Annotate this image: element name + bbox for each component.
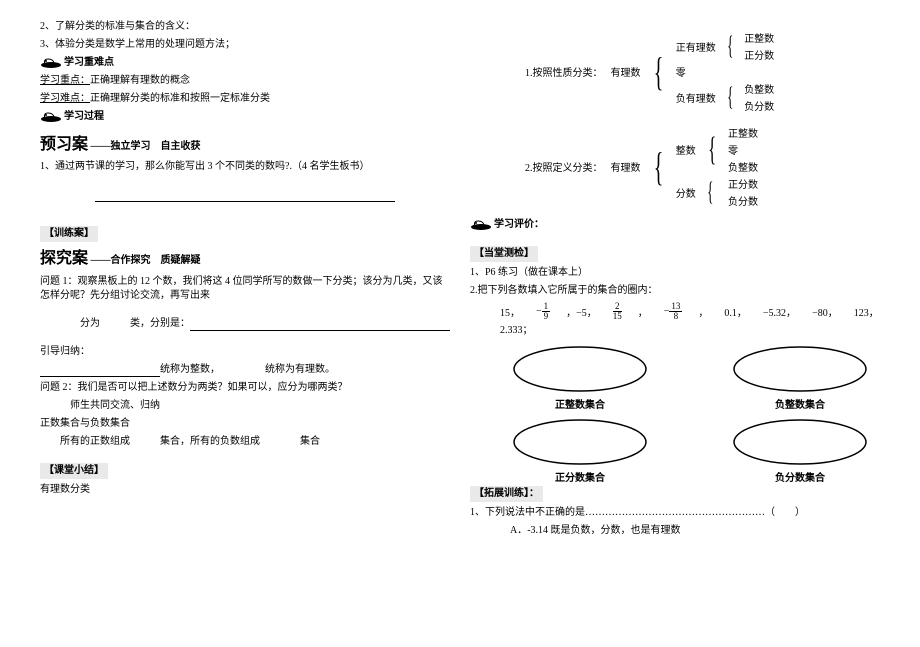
c2-a1: 正整数 bbox=[725, 125, 761, 140]
ext1a: A．-3.14 既是负数，分数，也是有理数 bbox=[470, 524, 880, 538]
num: ，−5， bbox=[566, 304, 597, 319]
explore-title: 探究案 bbox=[40, 250, 88, 267]
num: 215 bbox=[613, 302, 622, 321]
c2-root: 有理数 bbox=[608, 125, 644, 208]
c2-b2: 负分数 bbox=[725, 193, 761, 208]
t1: 1、P6 练习（做在课本上） bbox=[470, 266, 880, 280]
q1-sub: 分为 类，分别是： bbox=[40, 317, 450, 331]
summary-box: 【课堂小结】 bbox=[40, 463, 450, 479]
c1-c2: 负分数 bbox=[741, 98, 777, 113]
hard-label: 学习难点： bbox=[40, 93, 90, 104]
number-list: 15， −19 ，−5， 215 ， −138 ， 0.1， −5.32， −8… bbox=[500, 302, 880, 336]
key-line: 学习重点：正确理解有理数的概念 bbox=[40, 74, 450, 88]
focus-text: 学习重难点 bbox=[64, 56, 114, 70]
eval-text: 学习评价： bbox=[494, 218, 544, 232]
num: −5.32， bbox=[763, 304, 796, 319]
c1-label: 1.按照性质分类： bbox=[522, 30, 606, 113]
num: −138 bbox=[664, 302, 683, 321]
text: 3、体验分类是数学上常用的处理问题方法； bbox=[40, 38, 450, 52]
key-label: 学习重点： bbox=[40, 75, 90, 86]
preview-sub: ——独立学习 自主收获 bbox=[91, 141, 201, 152]
t2: 2.把下列各数填入它所属于的集合的圈内： bbox=[470, 284, 880, 298]
ext-box-text: 【拓展训练】： bbox=[470, 486, 543, 502]
preview-title: 预习案 bbox=[40, 136, 88, 153]
q2d: 所有的正数组成 集合，所有的负数组成 集合 bbox=[40, 435, 450, 449]
q2b: 师生共同交流、归纳 bbox=[40, 399, 450, 413]
set-row-2: 正分数集合 负分数集合 bbox=[510, 417, 880, 484]
class-tree-2: 2.按照定义分类： 有理数 { 整数 { 正整数 零 负整数 分数 { 正分数 … bbox=[520, 123, 763, 210]
c1-a2: 正分数 bbox=[741, 47, 777, 62]
set-negfrac: 负分数集合 bbox=[730, 417, 870, 484]
process-heading: 学习过程 bbox=[40, 110, 104, 124]
left-column: 2、了解分类的标准与集合的含义： 3、体验分类是数学上常用的处理问题方法； 学习… bbox=[30, 20, 460, 627]
set3-label: 正分数集合 bbox=[555, 469, 605, 484]
set-posint: 正整数集合 bbox=[510, 344, 650, 411]
set-posfrac: 正分数集合 bbox=[510, 417, 650, 484]
hard-text: 正确理解分类的标准和按照一定标准分类 bbox=[90, 93, 270, 104]
test-box-text: 【当堂测检】 bbox=[470, 246, 538, 262]
num: 2.333； bbox=[500, 321, 533, 336]
c1-root: 有理数 bbox=[608, 30, 644, 113]
num: 0.1， bbox=[724, 304, 747, 319]
blank-line bbox=[40, 188, 450, 202]
set-row-1: 正整数集合 负整数集合 bbox=[510, 344, 880, 411]
c1-a: 正有理数 bbox=[673, 30, 719, 62]
train-box-text: 【训练案】 bbox=[40, 226, 98, 242]
c2-b1: 正分数 bbox=[725, 176, 761, 191]
num: −19 bbox=[536, 302, 550, 321]
c2-b: 分数 bbox=[673, 176, 699, 208]
q1: 问题 1：观察黑板上的 12 个数，我们将这 4 位同学所写的数做一下分类；该分… bbox=[40, 275, 450, 303]
induce-label: 引导归纳： bbox=[40, 345, 450, 359]
preview-heading: 预习案 ——独立学习 自主收获 bbox=[40, 134, 450, 156]
summary-box-text: 【课堂小结】 bbox=[40, 463, 108, 479]
explore-heading: 探究案 ——合作探究 质疑解疑 bbox=[40, 248, 450, 270]
hard-line: 学习难点：正确理解分类的标准和按照一定标准分类 bbox=[40, 92, 450, 106]
test-box: 【当堂测检】 bbox=[470, 246, 880, 262]
set-negint: 负整数集合 bbox=[730, 344, 870, 411]
ext1: 1、下列说法中不正确的是………………………………………………（ ） bbox=[470, 506, 880, 520]
num: ， bbox=[698, 304, 708, 319]
summary: 有理数分类 bbox=[40, 483, 450, 497]
c2-label: 2.按照定义分类： bbox=[522, 125, 606, 208]
text: 2、了解分类的标准与集合的含义： bbox=[40, 20, 450, 34]
ext-box: 【拓展训练】： bbox=[470, 486, 880, 502]
c1-c: 负有理数 bbox=[673, 81, 719, 113]
preview-q1: 1、通过两节课的学习，那么你能写出 3 个不同类的数吗?.（4 名学生板书） bbox=[40, 160, 450, 174]
induce-text: 统称为整数， 统称为有理数。 bbox=[160, 364, 335, 375]
c2-a: 整数 bbox=[673, 125, 699, 174]
q2c: 正数集合与负数集合 bbox=[40, 417, 450, 431]
q2a: 问题 2：我们是否可以把上述数分为两类？如果可以，应分为哪两类？ bbox=[40, 381, 450, 395]
eval-heading: 学习评价： bbox=[470, 218, 544, 232]
c1-c1: 负整数 bbox=[741, 81, 777, 96]
right-column: 1.按照性质分类： 有理数 { 正有理数 { 正整数 正分数 零 负有理数 { … bbox=[460, 20, 890, 627]
c1-a1: 正整数 bbox=[741, 30, 777, 45]
num: 15， bbox=[500, 304, 520, 319]
focus-heading: 学习重难点 bbox=[40, 56, 114, 70]
num: 123， bbox=[854, 304, 879, 319]
class-tree-1: 1.按照性质分类： 有理数 { 正有理数 { 正整数 正分数 零 负有理数 { … bbox=[520, 28, 779, 115]
num: −80， bbox=[812, 304, 838, 319]
induce-line: 统称为整数， 统称为有理数。 bbox=[40, 363, 450, 377]
c2-a2: 零 bbox=[725, 142, 761, 157]
c2-a3: 负整数 bbox=[725, 159, 761, 174]
num: ， bbox=[638, 304, 648, 319]
process-text: 学习过程 bbox=[64, 110, 104, 124]
set1-label: 正整数集合 bbox=[555, 396, 605, 411]
key-text: 正确理解有理数的概念 bbox=[90, 75, 190, 86]
explore-sub: ——合作探究 质疑解疑 bbox=[91, 255, 201, 266]
c1-b: 零 bbox=[673, 64, 777, 79]
set2-label: 负整数集合 bbox=[775, 396, 825, 411]
train-box: 【训练案】 bbox=[40, 226, 450, 242]
set4-label: 负分数集合 bbox=[775, 469, 825, 484]
